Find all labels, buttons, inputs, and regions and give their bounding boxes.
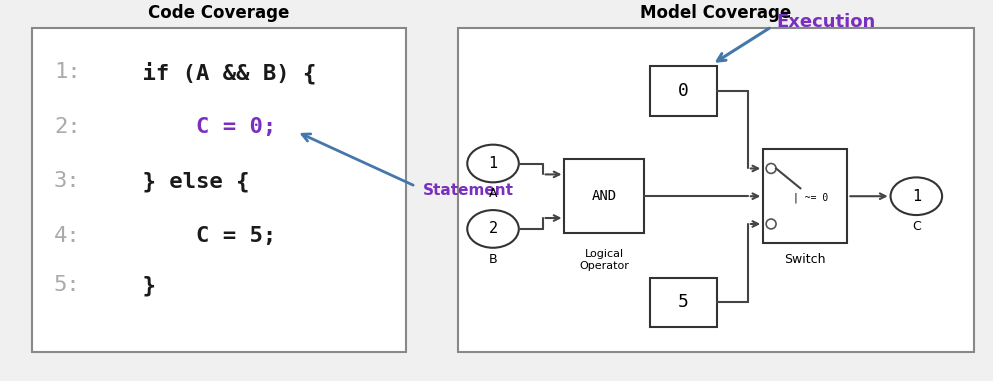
Text: Logical
Operator: Logical Operator [579, 249, 629, 271]
Text: } else {: } else { [88, 171, 249, 192]
Text: if (A && B) {: if (A && B) { [88, 61, 316, 83]
Text: 1: 1 [912, 189, 921, 204]
FancyBboxPatch shape [649, 277, 717, 327]
Text: Statement: Statement [423, 183, 513, 198]
Text: 0: 0 [678, 82, 689, 100]
FancyBboxPatch shape [764, 149, 847, 243]
Text: C = 0;: C = 0; [88, 117, 276, 137]
Ellipse shape [468, 210, 518, 248]
Text: 2:: 2: [54, 117, 80, 137]
Text: 2: 2 [489, 221, 497, 237]
Text: Model Coverage: Model Coverage [640, 4, 791, 22]
Text: 1:: 1: [54, 62, 80, 82]
Text: Switch: Switch [784, 253, 826, 266]
Text: Execution: Execution [777, 13, 876, 31]
FancyBboxPatch shape [32, 28, 406, 352]
FancyBboxPatch shape [649, 66, 717, 116]
Circle shape [767, 219, 777, 229]
Text: 1: 1 [489, 156, 497, 171]
Circle shape [767, 163, 777, 173]
Text: C: C [912, 220, 921, 233]
Text: 4:: 4: [54, 226, 80, 246]
Ellipse shape [468, 145, 518, 182]
Text: C = 5;: C = 5; [88, 226, 276, 246]
Text: 3:: 3: [54, 171, 80, 191]
FancyBboxPatch shape [459, 28, 974, 352]
Text: 5: 5 [678, 293, 689, 311]
Text: | ~= 0: | ~= 0 [792, 193, 828, 203]
Ellipse shape [891, 178, 942, 215]
Text: A: A [489, 187, 497, 200]
Text: Code Coverage: Code Coverage [148, 4, 290, 22]
Text: B: B [489, 253, 497, 266]
FancyBboxPatch shape [564, 159, 643, 234]
Text: 5:: 5: [54, 275, 80, 295]
Text: }: } [88, 275, 156, 296]
Text: AND: AND [592, 189, 617, 203]
